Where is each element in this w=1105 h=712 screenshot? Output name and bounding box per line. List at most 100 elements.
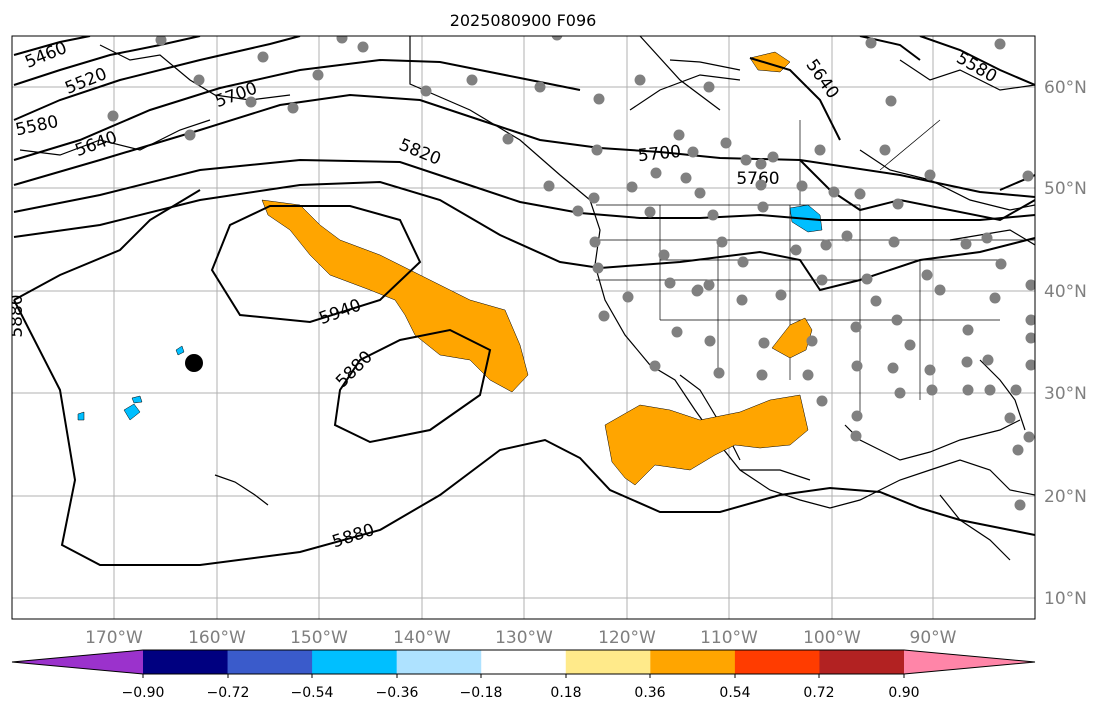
station-marker bbox=[1025, 359, 1035, 371]
station-marker bbox=[245, 96, 257, 108]
station-marker bbox=[841, 230, 853, 242]
colorbar-segment bbox=[650, 650, 736, 674]
lon-tick-label: 140°W bbox=[393, 628, 451, 648]
station-marker bbox=[704, 335, 716, 347]
station-marker bbox=[885, 95, 897, 107]
station-marker bbox=[707, 209, 719, 221]
station-marker bbox=[756, 369, 768, 381]
station-marker bbox=[767, 151, 779, 163]
station-marker bbox=[851, 410, 863, 422]
lat-tick-label: 20°N bbox=[1044, 487, 1087, 507]
station-marker bbox=[816, 395, 828, 407]
colorbar-tick-label: −0.36 bbox=[376, 685, 419, 701]
lat-tick-label: 60°N bbox=[1044, 78, 1087, 98]
station-marker bbox=[703, 81, 715, 93]
station-marker bbox=[664, 277, 676, 289]
station-marker bbox=[589, 236, 601, 248]
lon-tick-label: 170°W bbox=[85, 628, 143, 648]
station-marker bbox=[865, 37, 877, 49]
station-marker bbox=[924, 364, 936, 376]
station-marker bbox=[891, 314, 903, 326]
station-marker bbox=[790, 244, 802, 256]
colorbar-tick-label: 0.54 bbox=[719, 685, 750, 701]
contour-label: 5880 bbox=[7, 294, 27, 337]
contour-label: 5700 bbox=[637, 142, 682, 166]
station-marker bbox=[703, 279, 715, 291]
station-marker bbox=[755, 158, 767, 170]
station-marker bbox=[658, 249, 670, 261]
colorbar-segment bbox=[143, 650, 229, 674]
station-marker bbox=[644, 206, 656, 218]
station-marker bbox=[934, 284, 946, 296]
map-title: 2025080900 F096 bbox=[450, 11, 597, 30]
station-marker bbox=[892, 198, 904, 210]
station-marker bbox=[989, 292, 1001, 304]
station-marker bbox=[806, 335, 818, 347]
station-marker bbox=[1014, 499, 1026, 511]
colorbar-segment bbox=[565, 650, 651, 674]
station-marker bbox=[420, 85, 432, 97]
station-marker bbox=[184, 129, 196, 141]
station-marker bbox=[551, 36, 563, 41]
station-marker bbox=[904, 339, 916, 351]
colorbar-tick-label: −0.18 bbox=[460, 685, 503, 701]
station-marker bbox=[802, 369, 814, 381]
station-marker bbox=[622, 291, 634, 303]
station-marker bbox=[720, 137, 732, 149]
colorbar-tick-label: −0.90 bbox=[122, 685, 165, 701]
station-marker bbox=[796, 180, 808, 192]
station-marker bbox=[888, 236, 900, 248]
station-marker bbox=[758, 337, 770, 349]
station-marker bbox=[828, 186, 840, 198]
station-marker bbox=[634, 74, 646, 86]
station-marker bbox=[336, 36, 348, 44]
longitude-tick-labels: 170°W 160°W 150°W 140°W 130°W 120°W 110°… bbox=[85, 628, 957, 648]
coastlines bbox=[19, 36, 1035, 561]
lat-tick-label: 50°N bbox=[1044, 179, 1087, 199]
colorbar bbox=[11, 649, 1036, 678]
station-marker bbox=[926, 384, 938, 396]
station-marker bbox=[593, 93, 605, 105]
station-marker bbox=[502, 133, 514, 145]
station-marker bbox=[193, 74, 205, 86]
contour-label: 5760 bbox=[736, 169, 779, 189]
colorbar-tick-label: 0.18 bbox=[550, 685, 581, 701]
station-marker bbox=[591, 144, 603, 156]
station-marker bbox=[687, 146, 699, 158]
station-marker bbox=[994, 38, 1006, 50]
station-marker bbox=[982, 354, 994, 366]
station-marker bbox=[572, 205, 584, 217]
colorbar-extend-low bbox=[12, 650, 143, 674]
lon-tick-label: 130°W bbox=[495, 628, 553, 648]
station-marker bbox=[673, 129, 685, 141]
station-marker bbox=[716, 236, 728, 248]
station-marker bbox=[960, 238, 972, 250]
station-marker bbox=[924, 169, 936, 181]
colorbar-segment bbox=[734, 650, 820, 674]
station-marker bbox=[1012, 444, 1024, 456]
station-marker bbox=[1023, 431, 1035, 443]
station-marker bbox=[1025, 332, 1035, 344]
station-marker bbox=[814, 144, 826, 156]
station-marker bbox=[870, 295, 882, 307]
colorbar-tick-label: 0.72 bbox=[803, 685, 834, 701]
station-marker bbox=[736, 294, 748, 306]
lon-tick-label: 150°W bbox=[290, 628, 348, 648]
station-marker bbox=[981, 232, 993, 244]
station-marker bbox=[854, 188, 866, 200]
colorbar-segment bbox=[396, 650, 482, 674]
station-marker bbox=[887, 362, 899, 374]
colorbar-tick-label: 0.36 bbox=[634, 685, 665, 701]
station-marker bbox=[921, 269, 933, 281]
station-marker bbox=[155, 36, 167, 46]
station-marker bbox=[995, 258, 1007, 270]
station-marker bbox=[287, 102, 299, 114]
colorbar-tick-label: −0.54 bbox=[291, 685, 334, 701]
station-marker bbox=[737, 256, 749, 268]
station-marker bbox=[466, 74, 478, 86]
station-marker bbox=[850, 321, 862, 333]
lat-tick-label: 30°N bbox=[1044, 384, 1087, 404]
station-marker bbox=[1025, 279, 1035, 291]
colorbar-tick-label: −0.72 bbox=[207, 685, 250, 701]
